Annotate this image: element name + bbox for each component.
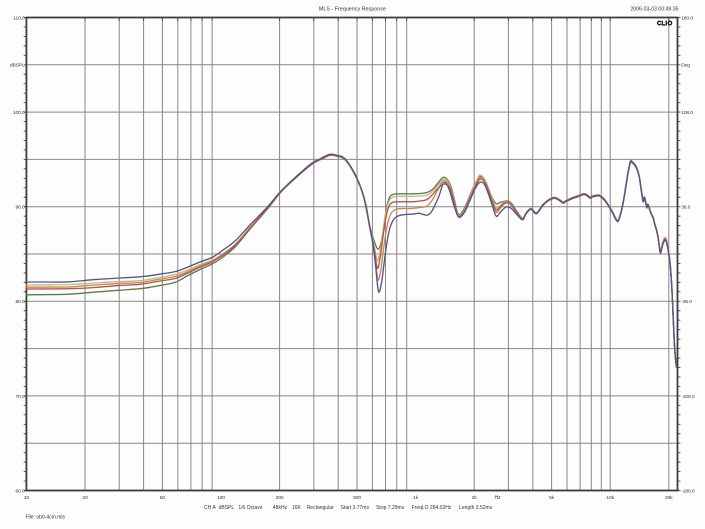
svg-text:70.0: 70.0 bbox=[15, 394, 24, 400]
svg-text:Start 3.77ms: Start 3.77ms bbox=[341, 505, 370, 511]
svg-text:108.0: 108.0 bbox=[681, 110, 693, 116]
svg-text:180.0: 180.0 bbox=[681, 15, 693, 21]
svg-text:1/6 Octave: 1/6 Octave bbox=[238, 505, 262, 511]
svg-text:90.0: 90.0 bbox=[15, 205, 24, 211]
svg-text:1k: 1k bbox=[413, 495, 419, 501]
svg-text:500: 500 bbox=[353, 495, 361, 501]
svg-text:CH A: CH A bbox=[204, 505, 216, 511]
svg-text:Hz: Hz bbox=[494, 495, 501, 501]
svg-text:50: 50 bbox=[160, 495, 166, 501]
svg-text:60.0: 60.0 bbox=[15, 488, 24, 494]
svg-text:10k: 10k bbox=[606, 495, 614, 501]
svg-text:dBSPL: dBSPL bbox=[10, 63, 25, 69]
svg-text:16K: 16K bbox=[292, 505, 302, 511]
svg-text:2k: 2k bbox=[472, 495, 478, 501]
svg-text:Deg: Deg bbox=[681, 63, 690, 69]
svg-text:10: 10 bbox=[24, 495, 30, 501]
svg-text:20k: 20k bbox=[665, 495, 673, 501]
svg-text:2006-03-03 00:49:35: 2006-03-03 00:49:35 bbox=[630, 7, 678, 13]
svg-text:36.0: 36.0 bbox=[681, 205, 690, 211]
svg-text:48kHz: 48kHz bbox=[273, 505, 288, 511]
svg-text:80.0: 80.0 bbox=[15, 299, 24, 305]
svg-text:20: 20 bbox=[82, 495, 88, 501]
svg-text:-36.0: -36.0 bbox=[681, 299, 692, 305]
svg-text:110.0: 110.0 bbox=[13, 15, 25, 21]
svg-text:FreqLO 284.02Hz: FreqLO 284.02Hz bbox=[412, 505, 452, 511]
svg-text:100.0: 100.0 bbox=[13, 110, 25, 116]
svg-text:Stop 7.29ms: Stop 7.29ms bbox=[376, 505, 405, 511]
svg-text:MLS - Frequency Response: MLS - Frequency Response bbox=[319, 7, 386, 13]
svg-text:5k: 5k bbox=[549, 495, 555, 501]
svg-text:File: ob0-4cm.mls: File: ob0-4cm.mls bbox=[26, 515, 66, 521]
svg-text:100: 100 bbox=[217, 495, 225, 501]
svg-text:200: 200 bbox=[276, 495, 284, 501]
svg-text:-108.0: -108.0 bbox=[681, 394, 695, 400]
svg-text:-180.0: -180.0 bbox=[681, 488, 695, 494]
svg-text:dBSPL: dBSPL bbox=[219, 505, 235, 511]
svg-text:Length 3.52ms: Length 3.52ms bbox=[459, 505, 493, 511]
svg-text:Rectangular: Rectangular bbox=[307, 505, 334, 511]
